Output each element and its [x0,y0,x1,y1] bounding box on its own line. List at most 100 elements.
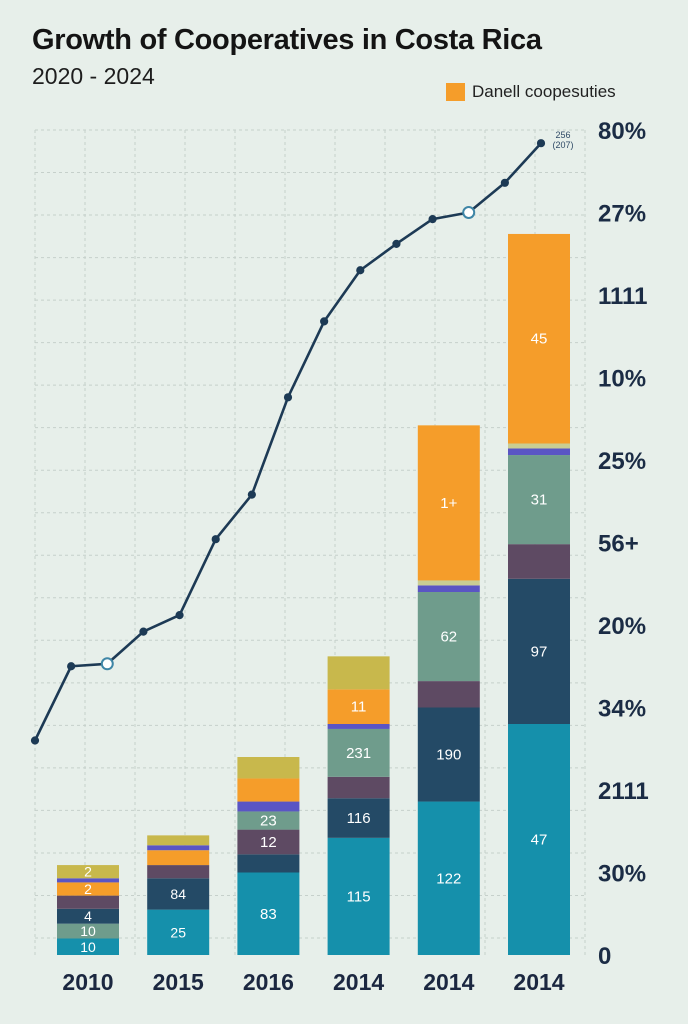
right-axis-tick-label: 34% [598,696,646,723]
right-axis: 0 30% 2111 34% 20% 56+ 25% 10% 1111 27% 80% [598,118,649,970]
bar-segment [327,656,390,690]
bar-segment [417,592,480,682]
bar-segment [508,724,570,955]
bar-value-label: 190 [436,747,461,764]
bar-value-label: 10 [80,939,96,955]
bar-segment [508,544,570,579]
bar-segment [508,578,570,724]
bar-value-label: 12 [260,834,277,851]
trend-annotation: 256 [555,130,570,140]
bar-segment [327,798,390,838]
bar-segment [417,801,480,955]
chart-subtitle: 2020 - 2024 [32,63,155,89]
trend-point [247,490,256,499]
bar-segment [508,455,570,545]
right-axis-tick-label: 20% [598,613,646,640]
trend-point [320,317,329,326]
chart-title: Growth of Cooperatives in Costa Rica [32,24,542,56]
bars: 1010422258483122311511623111122190621+47… [57,233,570,955]
bar-value-label: 2 [84,881,92,897]
bar-value-label: 4 [84,908,92,924]
right-axis-tick-label: 2111 [598,778,649,805]
right-axis-tick-label: 25% [598,448,646,475]
bar-segment [237,778,300,802]
bar-value-label: 2 [84,864,92,880]
bar-segment [237,811,300,830]
trend-point [139,627,148,636]
bar-value-label: 10 [80,923,96,939]
right-axis-tick-label: 10% [598,366,646,393]
bar-segment [57,895,119,909]
bar-segment [327,724,390,729]
x-axis-tick-label: 2010 [62,969,113,995]
bar-segment [57,865,119,879]
bar-segment [147,835,210,846]
bar-segment [417,425,480,581]
right-axis-tick-label: 1111 [598,283,647,310]
bar-segment [237,829,300,855]
legend-label: Danell coopesuties [472,82,616,101]
trend-point [175,611,184,620]
bar-segment [327,837,390,955]
bar-value-label: 116 [347,810,371,827]
bar-segment [57,882,119,896]
bar-segment [327,728,390,777]
legend: Danell coopesuties [446,82,616,102]
bar-value-label: 23 [260,813,277,830]
bar-value-label: 62 [440,629,457,646]
bar-segment [327,776,390,799]
bar-value-label: 1+ [440,495,457,512]
bar-segment [237,757,300,779]
trend-annotation: (207) [552,140,573,150]
trend-point [100,657,114,671]
bar-segment [417,707,480,802]
bar-value-label: 31 [531,492,548,509]
bar-value-label: 47 [531,832,548,849]
bar-segment [237,854,300,873]
bar-value-label: 231 [346,745,371,762]
bar-segment [147,845,210,851]
trend-point [356,266,365,275]
bar-segment [57,908,119,924]
bar-segment [147,909,210,955]
bar-value-label: 122 [436,870,461,887]
bar-segment [417,681,480,708]
trend-point [30,736,40,745]
bar-value-label: 11 [351,699,367,716]
bar-segment [147,878,210,910]
trend-point [67,662,76,671]
grid [34,129,586,955]
bar-value-label: 45 [531,331,548,348]
bar-segment [508,448,570,456]
right-axis-tick-label: 30% [598,861,646,888]
bar-segment [237,872,300,955]
bar-value-label: 25 [170,924,186,940]
trend-point [211,535,220,544]
bar-segment [57,938,119,955]
right-axis-tick-label: 80% [598,118,646,145]
right-axis-tick-label: 56+ [598,531,639,558]
bar-value-label: 115 [347,888,371,905]
bar-segment [147,865,210,879]
trend-line-layer: 256(207) [30,130,574,745]
right-axis-tick-label: 27% [598,201,646,228]
x-axis-tick-label: 2014 [513,969,564,995]
bar-segment [417,585,480,592]
trend-point [462,206,476,219]
bar-segment [57,878,119,883]
x-axis-tick-label: 2014 [333,969,384,995]
bar-segment [237,801,300,812]
legend-swatch [446,83,465,101]
trend-point [536,139,546,148]
bar-value-label: 84 [170,886,186,902]
x-axis-tick-label: 2015 [153,969,204,995]
bar-segment [57,923,119,939]
bar-segment [417,580,480,586]
x-axis-tick-label: 2016 [243,969,294,995]
right-axis-tick-label: 0 [598,943,611,970]
bar-value-label: 83 [260,906,277,923]
trend-point [500,178,509,187]
bar-segment [508,443,570,449]
bar-value-label: 97 [531,643,548,660]
